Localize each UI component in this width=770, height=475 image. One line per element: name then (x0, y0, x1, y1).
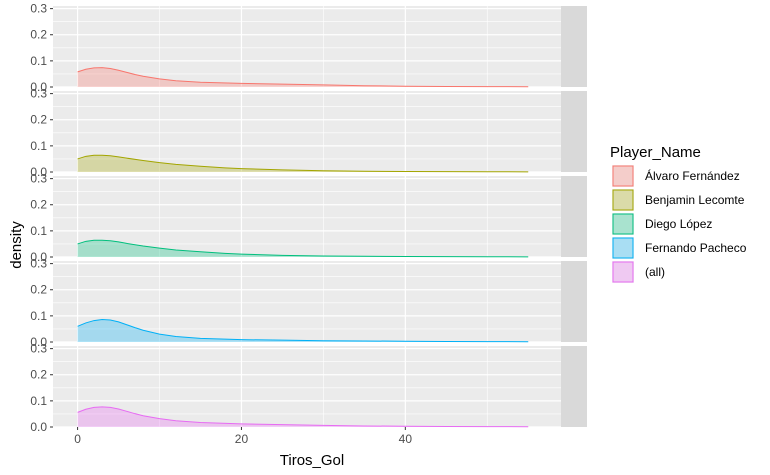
facet-panel: 0.00.10.20.3Diego López (30, 172, 587, 264)
y-tick-label: 0.0 (30, 335, 47, 349)
y-tick-label: 0.0 (30, 250, 47, 264)
legend-key (612, 165, 634, 187)
y-tick-label: 0.2 (30, 283, 47, 297)
density-line (77, 67, 529, 88)
legend-key (612, 261, 634, 283)
y-tick-label: 0.1 (30, 54, 47, 68)
legend-key (612, 189, 634, 211)
panel-background (53, 6, 561, 87)
legend-key (612, 237, 634, 259)
y-tick-label: 0.2 (30, 368, 47, 382)
legend-label: Benjamin Lecomte (645, 193, 745, 207)
y-tick-label: 0.0 (30, 420, 47, 434)
facet-panels: 0.00.10.20.3varo Fernánd0.00.10.20.3njam… (30, 2, 587, 434)
density-line (77, 319, 529, 343)
y-tick-label: 0.3 (30, 342, 47, 356)
legend-key (612, 213, 634, 235)
legend-label: Álvaro Fernández (645, 168, 740, 183)
y-tick-label: 0.2 (30, 198, 47, 212)
legend-key-background (612, 261, 634, 283)
y-tick-label: 0.1 (30, 224, 47, 238)
facet-panel: 0.00.10.20.3mando Pache (30, 257, 587, 349)
panel-background (53, 346, 561, 427)
legend-label: Fernando Pacheco (645, 241, 747, 255)
y-tick-label: 0.0 (30, 165, 47, 179)
y-tick-label: 0.1 (30, 139, 47, 153)
legend-item: Álvaro Fernández (612, 165, 740, 187)
legend-item: (all) (612, 261, 665, 283)
y-tick-label: 0.1 (30, 309, 47, 323)
x-tick-label: 0 (74, 432, 81, 446)
facet-strip (561, 6, 587, 87)
legend-title: Player_Name (610, 144, 701, 161)
facet-panel: 0.00.10.20.3varo Fernánd (30, 2, 587, 94)
legend-key-background (612, 237, 634, 259)
density-area (77, 155, 529, 172)
density-area (77, 240, 529, 257)
y-tick-label: 0.3 (30, 257, 47, 271)
x-tick-label: 40 (399, 432, 413, 446)
y-tick-label: 0.3 (30, 87, 47, 101)
legend-item: Benjamin Lecomte (612, 189, 745, 211)
density-area (77, 67, 529, 87)
x-tick-label: 20 (235, 432, 249, 446)
density-line (77, 239, 529, 258)
y-tick-label: 0.0 (30, 80, 47, 94)
legend-label: (all) (645, 265, 665, 279)
x-axis-title: Tiros_Gol (280, 452, 344, 469)
y-tick-label: 0.2 (30, 28, 47, 42)
density-line (77, 154, 529, 173)
x-axis: 0 20 40 (74, 427, 412, 446)
legend-label: Diego López (645, 217, 712, 231)
legend-key-background (612, 165, 634, 187)
y-tick-label: 0.2 (30, 113, 47, 127)
legend-key-background (612, 213, 634, 235)
facet-strip (561, 176, 587, 257)
density-area (77, 319, 529, 342)
legend: Player_Name Álvaro Fernández Benjamin Lec… (610, 144, 747, 283)
y-tick-label: 0.3 (30, 172, 47, 186)
legend-key-background (612, 189, 634, 211)
panel-background (53, 91, 561, 172)
legend-item: Diego López (612, 213, 712, 235)
panel-background (53, 176, 561, 257)
facet-strip (561, 346, 587, 427)
facet-panel: 0.00.10.20.3(all) (30, 342, 587, 434)
y-axis-title: density (8, 221, 25, 269)
facet-strip (561, 261, 587, 342)
legend-item: Fernando Pacheco (612, 237, 747, 259)
facet-strip (561, 91, 587, 172)
y-tick-label: 0.3 (30, 2, 47, 16)
density-line (77, 406, 529, 428)
y-tick-label: 0.1 (30, 394, 47, 408)
facet-panel: 0.00.10.20.3njamin Lecor (30, 87, 587, 179)
